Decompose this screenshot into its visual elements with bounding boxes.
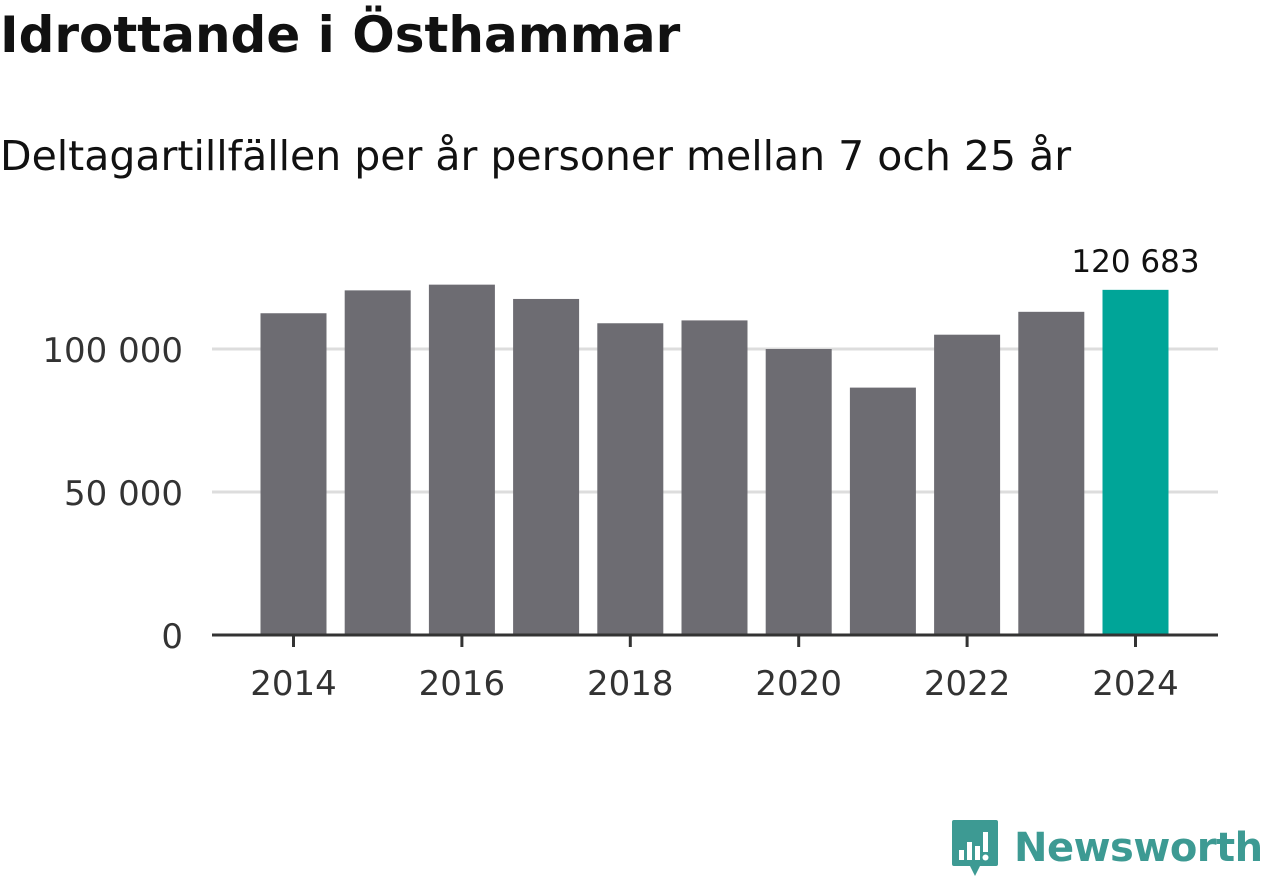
bar-2015 [344, 290, 411, 635]
x-tick-label: 2024 [1092, 664, 1179, 704]
x-tick-label: 2022 [924, 664, 1011, 704]
x-tick-label: 2014 [250, 664, 337, 704]
y-tick-label: 0 [161, 617, 183, 657]
newsworthy-logo-text: Newsworthy [1014, 825, 1262, 871]
bar-2024 [1102, 289, 1169, 635]
bar-2016 [428, 284, 495, 635]
bar-2018 [597, 323, 664, 635]
x-tick-label: 2016 [419, 664, 506, 704]
bar-2021 [849, 387, 916, 635]
bar-2017 [513, 298, 580, 635]
x-tick-label: 2018 [587, 664, 674, 704]
bar-2022 [934, 334, 1001, 635]
bar-2014 [260, 313, 327, 635]
bar-2023 [1018, 311, 1085, 635]
data-label: 120 683 [1071, 244, 1199, 280]
bar-2019 [681, 320, 748, 635]
bar-2020 [765, 349, 832, 635]
newsworthy-logo-icon [952, 820, 998, 876]
chart-subtitle: Deltagartillfällen per år personer mella… [0, 132, 1072, 180]
chart-title: Idrottande i Östhammar [0, 6, 681, 64]
x-tick-label: 2020 [755, 664, 842, 704]
y-tick-label: 50 000 [64, 474, 183, 514]
newsworthy-logo: Newsworthy [950, 818, 1262, 878]
y-tick-label: 100 000 [42, 331, 183, 371]
